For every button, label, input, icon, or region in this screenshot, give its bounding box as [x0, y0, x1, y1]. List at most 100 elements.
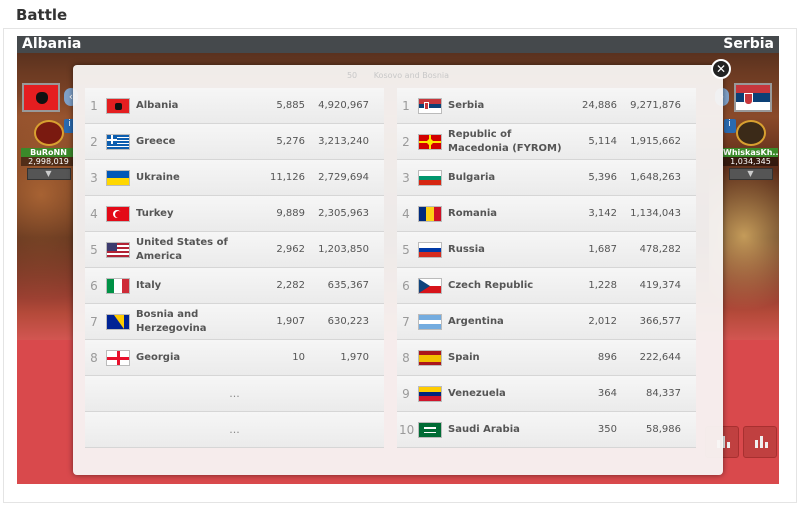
rank: 5: [402, 243, 410, 257]
hero-name[interactable]: BuRoNN: [21, 148, 76, 157]
damage: 1,134,043: [630, 208, 681, 219]
info-icon[interactable]: i: [63, 119, 76, 133]
damage: 222,644: [639, 352, 681, 363]
turkey-flag-icon: [106, 206, 130, 222]
table-row[interactable]: 9 Venezuela 364 84,337: [397, 376, 696, 412]
bosnia-flag-icon: [106, 314, 130, 330]
table-row[interactable]: 3 Bulgaria 5,396 1,648,263: [397, 160, 696, 196]
damage: 1,648,263: [630, 172, 681, 183]
country-name[interactable]: Russia: [448, 244, 485, 255]
table-row[interactable]: 4 Romania 3,142 1,134,043: [397, 196, 696, 232]
empty-row: ...: [85, 376, 384, 412]
usa-flag-icon: [106, 242, 130, 258]
stats-button[interactable]: [743, 426, 777, 458]
damage: 635,367: [327, 280, 369, 291]
country-name[interactable]: Serbia: [448, 100, 485, 111]
battle-rankings-modal: 50 Kosovo and Bosnia 1 Albania 5,885 4,920,…: [73, 65, 723, 475]
table-row[interactable]: 3 Ukraine 11,126 2,729,694: [85, 160, 384, 196]
hero-name[interactable]: WhiskasKh...: [723, 148, 778, 157]
section-title: Battle: [16, 6, 68, 24]
country-name[interactable]: Ukraine: [136, 172, 180, 183]
damage: 366,577: [639, 316, 681, 327]
damage: 419,374: [639, 280, 681, 291]
country-name[interactable]: Czech Republic: [448, 280, 534, 291]
modal-title-number: 50: [346, 71, 358, 80]
country-name[interactable]: Italy: [136, 280, 162, 291]
country-name[interactable]: Albania: [136, 100, 179, 111]
hero-damage: 1,034,345: [723, 157, 778, 166]
attacker-top-hero[interactable]: i BuRoNN 2,998,019 ▼: [21, 119, 76, 180]
rank: 2: [402, 135, 410, 149]
table-row[interactable]: 1 Albania 5,885 4,920,967: [85, 88, 384, 124]
chevron-down-icon[interactable]: ▼: [728, 168, 773, 180]
table-row[interactable]: 8 Spain 896 222,644: [397, 340, 696, 376]
kills: 2,962: [276, 244, 305, 255]
country-name[interactable]: Bulgaria: [448, 172, 496, 183]
kills: 11,126: [270, 172, 305, 183]
table-row[interactable]: 2 Republic of Macedonia (FYROM) 5,114 1,915…: [397, 124, 696, 160]
country-name[interactable]: Romania: [448, 208, 498, 219]
damage: 2,729,694: [318, 172, 369, 183]
georgia-flag-icon: [106, 350, 130, 366]
close-icon[interactable]: ✕: [711, 59, 731, 79]
table-row[interactable]: 10 Saudi Arabia 350 58,986: [397, 412, 696, 448]
table-row[interactable]: 4 Turkey 9,889 2,305,963: [85, 196, 384, 232]
avatar[interactable]: i: [33, 119, 76, 146]
battle-header: Albania Serbia: [17, 36, 779, 53]
table-row[interactable]: 7 Argentina 2,012 366,577: [397, 304, 696, 340]
albania-eagle-icon: [36, 92, 48, 104]
kills: 5,114: [588, 136, 617, 147]
kills: 364: [597, 388, 617, 399]
rank: 3: [90, 171, 98, 185]
country-name[interactable]: Greece: [136, 136, 176, 147]
defender-name: Serbia: [723, 36, 774, 52]
country-name[interactable]: Georgia: [136, 352, 181, 363]
kills: 5,396: [588, 172, 617, 183]
table-row[interactable]: 6 Italy 2,282 635,367: [85, 268, 384, 304]
kills: 1,228: [588, 280, 617, 291]
damage: 4,920,967: [318, 100, 369, 111]
damage: 478,282: [639, 244, 681, 255]
country-name[interactable]: Bosnia and Herzegovina: [136, 309, 207, 334]
table-row[interactable]: 8 Georgia 10 1,970: [85, 340, 384, 376]
table-row[interactable]: 5 United States of America 2,962 1,203,850: [85, 232, 384, 268]
table-row[interactable]: 5 Russia 1,687 478,282: [397, 232, 696, 268]
battle-panel-frame: [3, 28, 797, 503]
kills: 5,276: [276, 136, 305, 147]
damage: 58,986: [646, 424, 681, 435]
spain-flag-icon: [418, 350, 442, 366]
country-name[interactable]: Venezuela: [448, 388, 506, 399]
damage: 1,203,850: [318, 244, 369, 255]
kills: 2,012: [588, 316, 617, 327]
rank: 7: [402, 315, 410, 329]
rank: 2: [90, 135, 98, 149]
rank: 8: [90, 351, 98, 365]
country-name[interactable]: Spain: [448, 352, 480, 363]
country-name[interactable]: Argentina: [448, 316, 504, 327]
table-row[interactable]: 7 Bosnia and Herzegovina 1,907 630,223: [85, 304, 384, 340]
kills: 10: [292, 352, 305, 363]
table-row[interactable]: 2 Greece 5,276 3,213,240: [85, 124, 384, 160]
avatar[interactable]: i: [723, 119, 766, 146]
kills: 1,907: [276, 316, 305, 327]
kills: 5,885: [276, 100, 305, 111]
damage: 2,305,963: [318, 208, 369, 219]
macedonia-flag-icon: [418, 134, 442, 150]
czech-flag-icon: [418, 278, 442, 294]
table-row[interactable]: 1 Serbia 24,886 9,271,876: [397, 88, 696, 124]
country-name[interactable]: Saudi Arabia: [448, 424, 520, 435]
serbia-crest-icon: [744, 93, 753, 105]
kills: 350: [597, 424, 617, 435]
kills: 1,687: [588, 244, 617, 255]
bulgaria-flag-icon: [418, 170, 442, 186]
country-name[interactable]: United States of America: [136, 237, 228, 262]
defender-top-hero[interactable]: i WhiskasKh... 1,034,345 ▼: [723, 119, 778, 180]
info-icon[interactable]: i: [723, 119, 736, 133]
hero-damage: 2,998,019: [21, 157, 76, 166]
country-name[interactable]: Turkey: [136, 208, 174, 219]
table-row[interactable]: 6 Czech Republic 1,228 419,374: [397, 268, 696, 304]
damage: 84,337: [646, 388, 681, 399]
country-name[interactable]: Republic of Macedonia (FYROM): [448, 129, 562, 154]
ukraine-flag-icon: [106, 170, 130, 186]
chevron-down-icon[interactable]: ▼: [26, 168, 71, 180]
